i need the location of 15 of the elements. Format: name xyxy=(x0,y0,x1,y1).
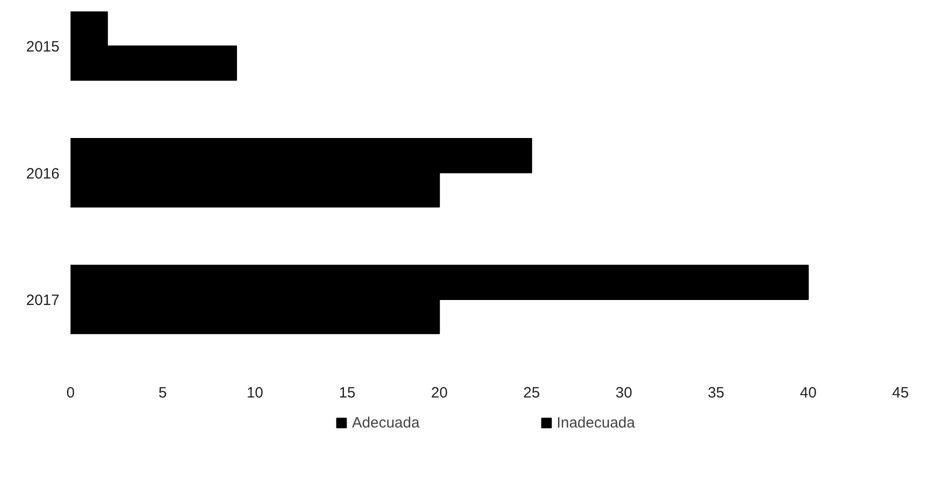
x-tick-label: 5 xyxy=(158,384,167,402)
x-tick-label: 20 xyxy=(431,384,448,402)
x-tick-label: 40 xyxy=(800,384,817,402)
legend-label: Inadecuada xyxy=(556,414,635,431)
x-tick-label: 30 xyxy=(615,384,632,402)
y-tick-label: 2015 xyxy=(26,38,60,56)
x-tick-label: 15 xyxy=(338,384,356,402)
x-tick-label: 0 xyxy=(66,384,75,402)
x-tick-label: 10 xyxy=(246,384,264,402)
x-tick-label: 25 xyxy=(523,384,540,402)
x-tick-label: 35 xyxy=(708,384,724,402)
legend-label: Adecuada xyxy=(352,414,420,431)
y-tick-label: 2016 xyxy=(26,165,60,182)
x-tick-label: 45 xyxy=(892,384,909,402)
y-tick-label: 2017 xyxy=(26,292,60,309)
